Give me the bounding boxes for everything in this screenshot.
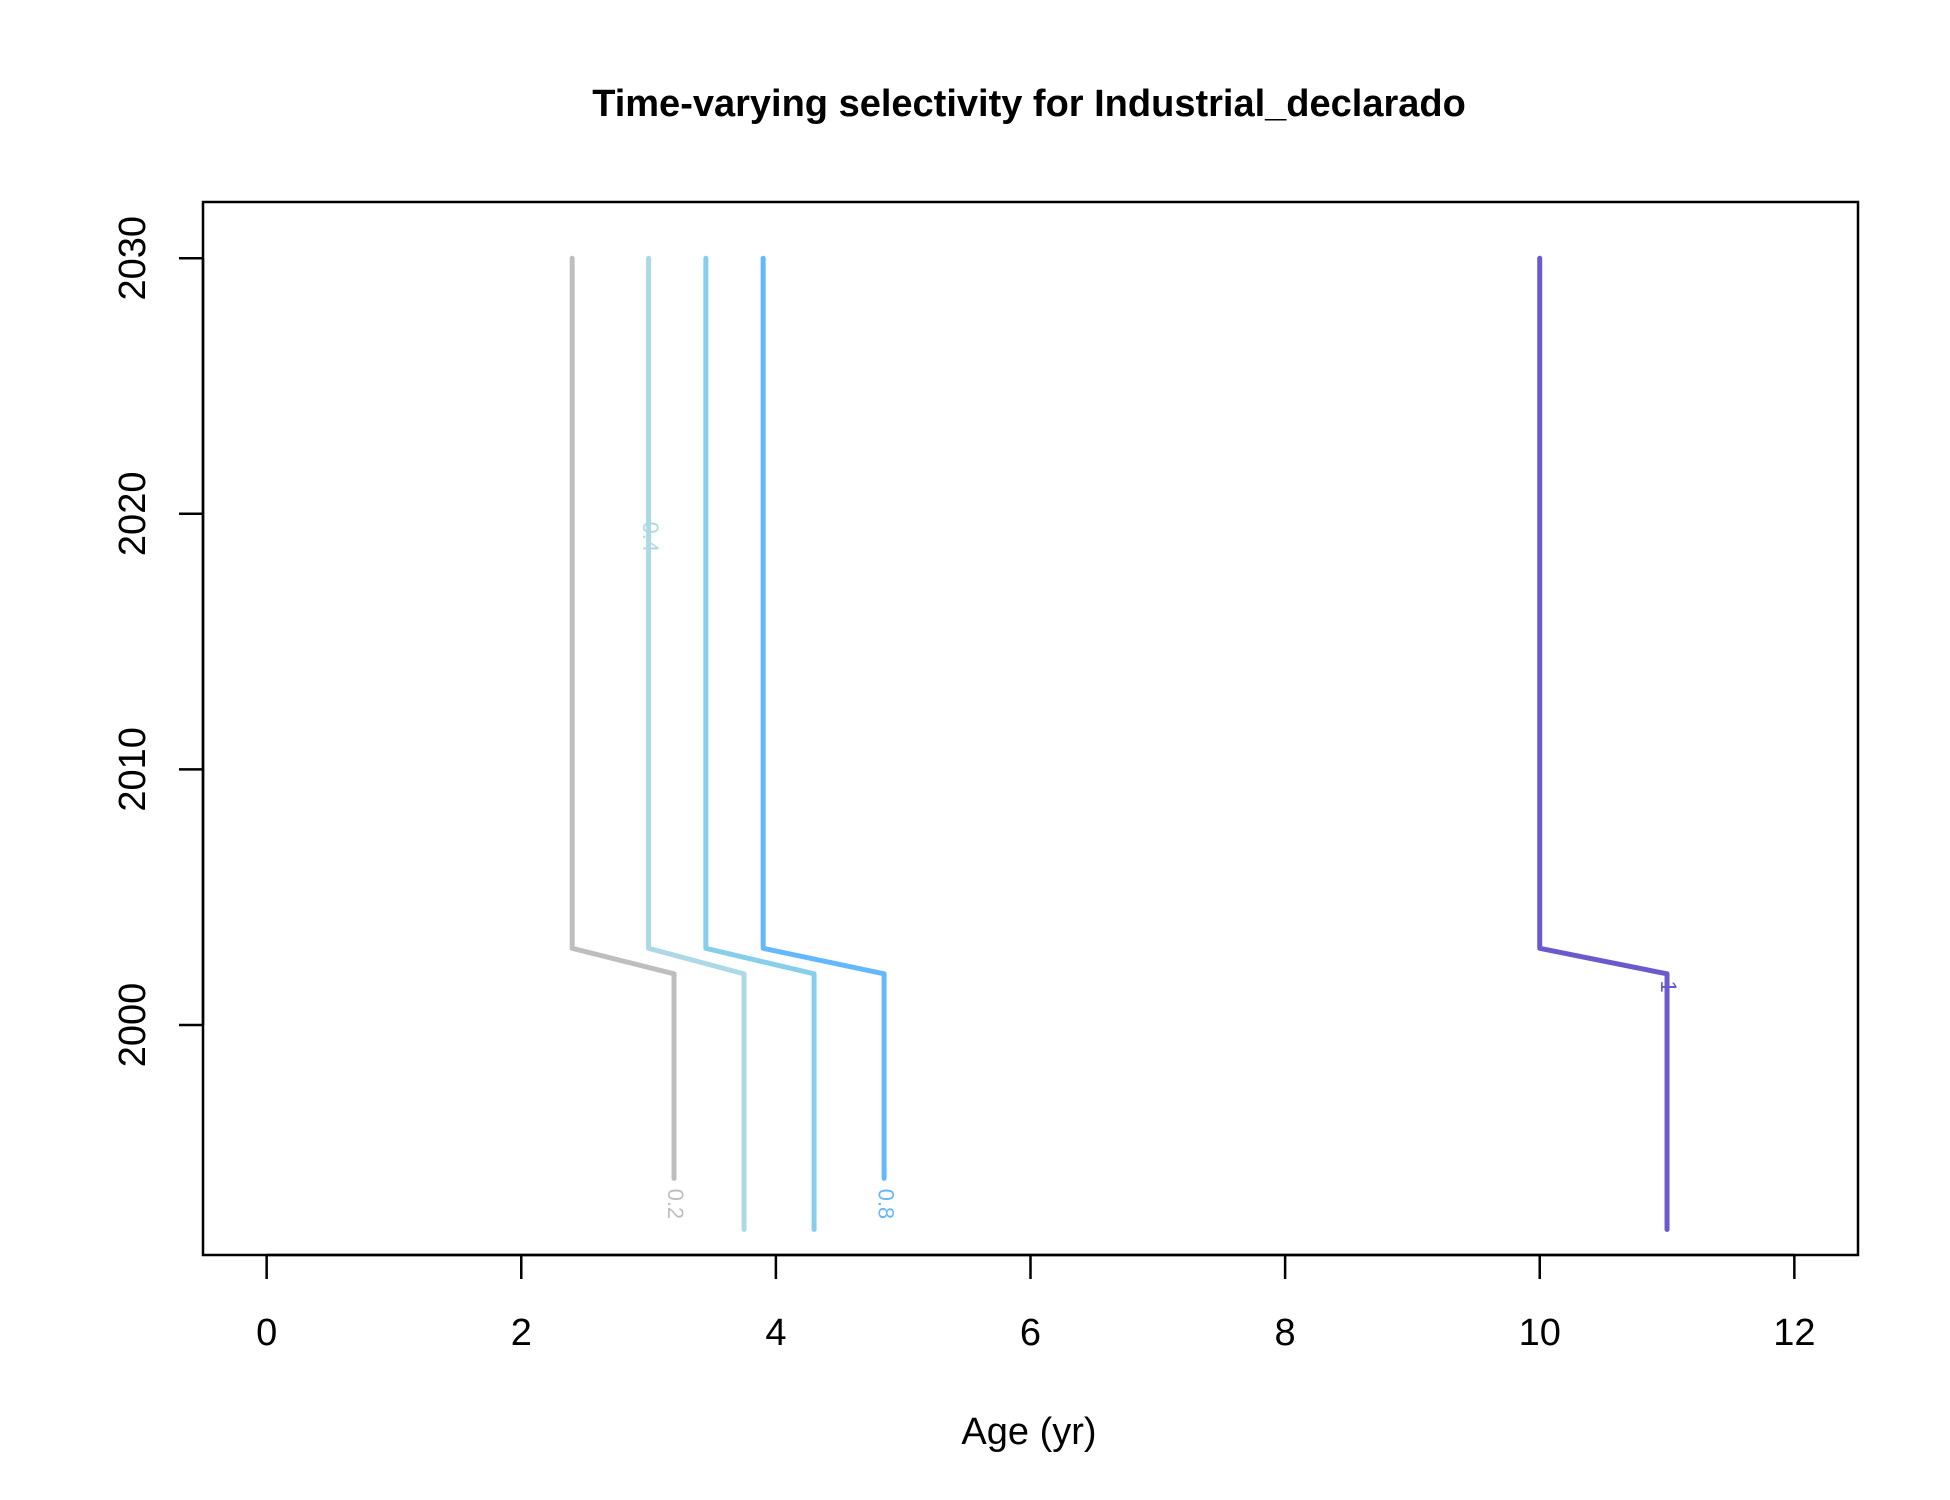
contour-label-0.8: 0.8 — [873, 1189, 898, 1220]
x-tick-label: 6 — [1020, 1312, 1041, 1354]
contour-lines — [569, 255, 1670, 1232]
x-tick-label: 4 — [765, 1312, 786, 1354]
contour-line-0.8 — [760, 255, 887, 1181]
contour-label-1: 1 — [1656, 981, 1681, 993]
chart-title: Time-varying selectivity for Industrial_… — [592, 83, 1466, 125]
contour-line-0.6 — [703, 255, 817, 1232]
contour-line-0.4 — [646, 255, 747, 1232]
contour-line-0.2 — [569, 255, 677, 1181]
x-tick-label: 10 — [1519, 1312, 1561, 1354]
x-tick-label: 8 — [1275, 1312, 1296, 1354]
y-tick-label: 2030 — [112, 216, 154, 301]
y-tick-label: 2020 — [112, 472, 154, 557]
y-tick-label: 2000 — [112, 983, 154, 1068]
contour-labels: 0.2 0.4 0.8 1 — [638, 522, 1681, 1220]
y-tick-label: 2010 — [112, 727, 154, 812]
x-axis-label: Age (yr) — [961, 1411, 1096, 1453]
x-axis: 0 2 4 6 8 10 12 — [256, 1253, 1815, 1354]
contour-label-0.2: 0.2 — [663, 1189, 688, 1220]
x-tick-label: 2 — [511, 1312, 532, 1354]
x-tick-label: 12 — [1773, 1312, 1815, 1354]
y-axis: 2000 2010 2020 2030 — [112, 216, 205, 1068]
contour-line-1 — [1537, 255, 1670, 1232]
x-tick-label: 0 — [256, 1312, 277, 1354]
contour-label-0.4: 0.4 — [638, 522, 663, 553]
